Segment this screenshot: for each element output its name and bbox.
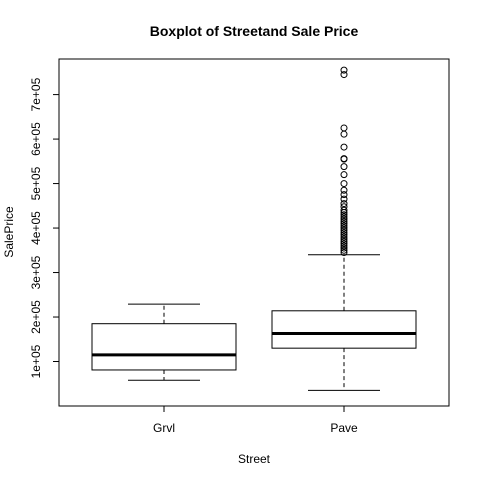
y-tick-label: 3e+05	[29, 255, 43, 289]
outlier-point	[340, 213, 348, 221]
outlier-point	[340, 235, 348, 243]
outlier-point	[340, 233, 348, 241]
y-tick-label: 7e+05	[29, 77, 43, 111]
box	[91, 323, 237, 371]
outlier-point	[340, 220, 348, 228]
outlier-point	[340, 191, 348, 199]
outlier-point	[340, 211, 348, 219]
outlier-point	[340, 143, 348, 151]
outlier-point	[340, 231, 348, 239]
y-tick-label: 6e+05	[29, 122, 43, 156]
y-tick-label: 4e+05	[29, 211, 43, 245]
outlier-point	[340, 244, 348, 252]
y-tick-label: 2e+05	[29, 300, 43, 334]
outlier-point	[340, 229, 348, 236]
outlier-point	[340, 163, 348, 171]
outlier-point	[340, 217, 348, 225]
outlier-point	[340, 124, 348, 132]
outlier-point	[340, 171, 348, 179]
y-tick-label: 1e+05	[29, 344, 43, 378]
outlier-point	[340, 155, 348, 163]
outlier-point	[340, 215, 348, 223]
outlier-point	[340, 240, 348, 248]
outlier-point	[340, 222, 348, 230]
outlier-point	[340, 206, 348, 214]
outlier-point	[340, 226, 348, 234]
chart-title: Boxplot of Streetand Sale Price	[150, 23, 359, 39]
outlier-point	[340, 224, 348, 232]
outlier-point	[340, 242, 348, 250]
outlier-point	[340, 249, 348, 257]
outlier-point	[340, 203, 348, 211]
y-axis-label: SalePrice	[2, 206, 16, 258]
outlier-point	[340, 71, 348, 79]
outlier-point	[340, 180, 348, 188]
x-tick-label: Pave	[330, 421, 358, 435]
outlier-point	[340, 186, 348, 194]
plot-frame	[58, 58, 450, 407]
x-tick-label: Grvl	[153, 421, 175, 435]
outlier-point	[340, 195, 348, 203]
outlier-point	[340, 246, 348, 254]
box	[271, 310, 417, 349]
outlier-point	[340, 130, 348, 138]
x-axis-label: Street	[238, 452, 271, 466]
outlier-point	[340, 66, 348, 74]
outlier-point	[340, 237, 348, 245]
outlier-point	[340, 200, 348, 208]
y-tick-label: 5e+05	[29, 166, 43, 200]
chart-marks: 1e+05 2e+05 3e+05 4e+05 5e+05 6e+05 7e+05 Grvl P…	[29, 66, 417, 435]
